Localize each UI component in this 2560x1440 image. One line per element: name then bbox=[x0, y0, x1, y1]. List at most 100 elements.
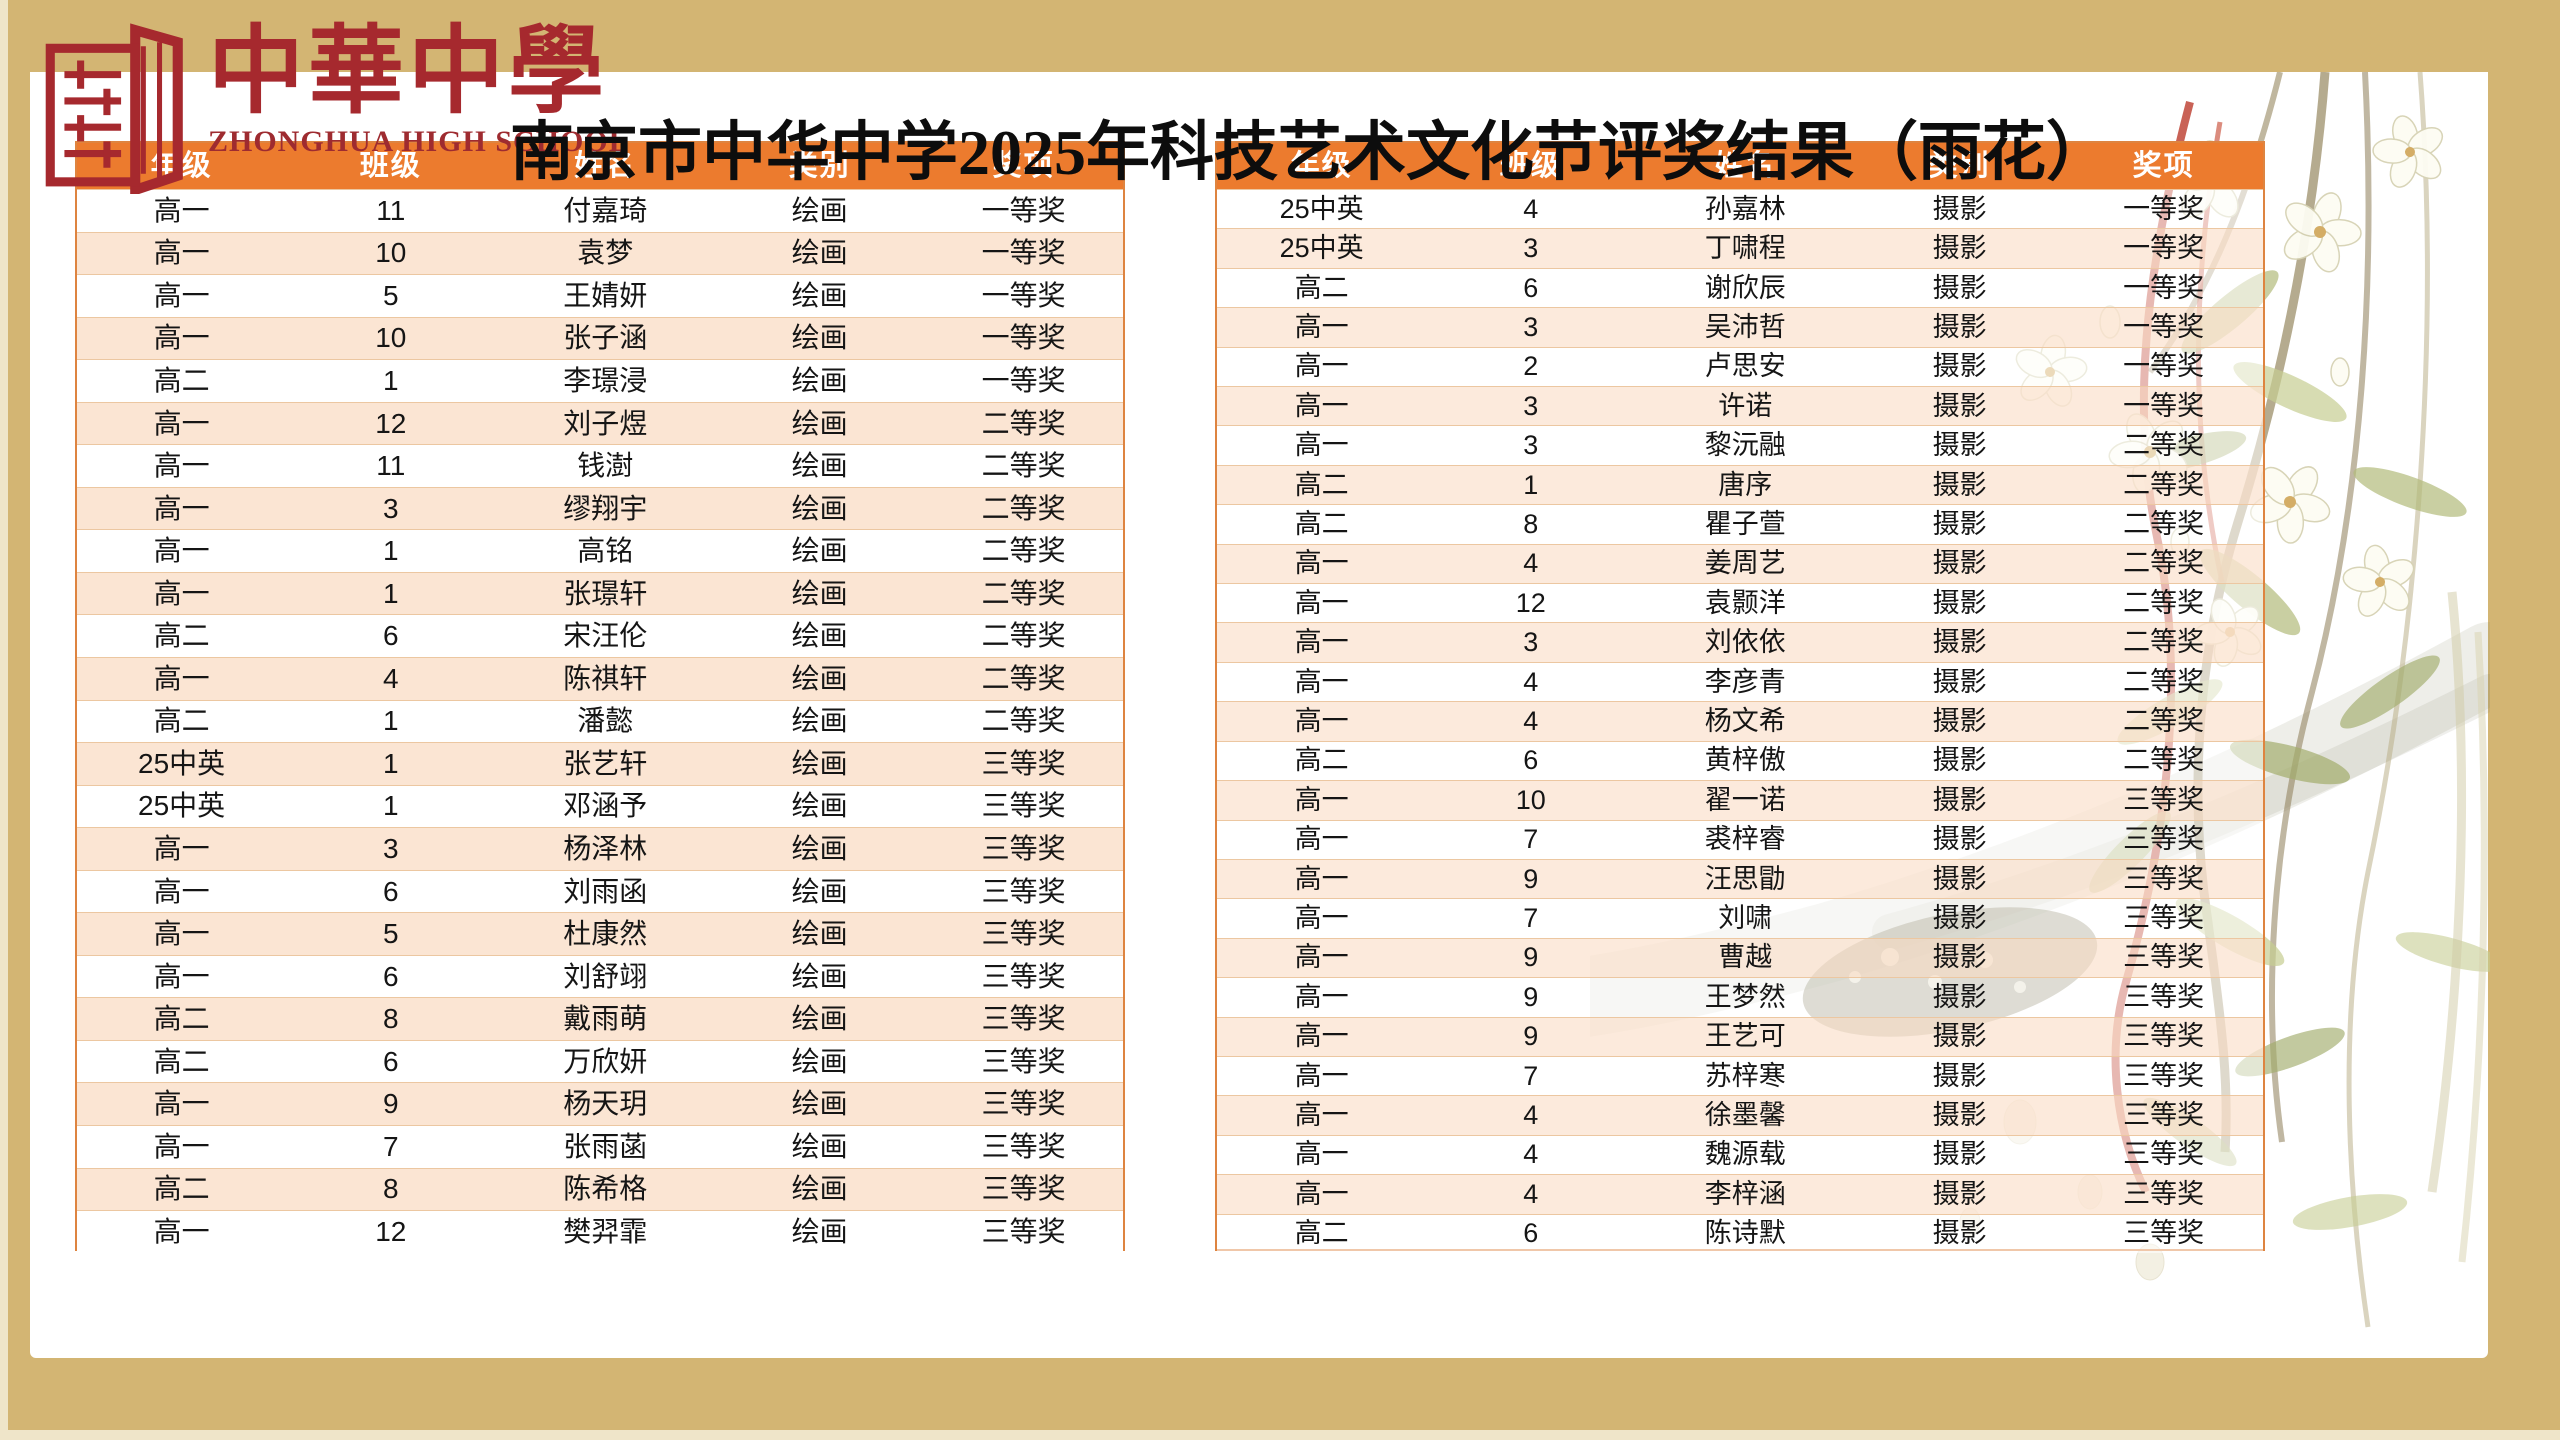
table-cell: 高一 bbox=[153, 1130, 210, 1162]
table-cell: 25中英 bbox=[138, 790, 226, 822]
table-cell: 绘画 bbox=[791, 832, 848, 864]
table-cell: 1 bbox=[382, 577, 399, 609]
table-cell: 三等奖 bbox=[2123, 1100, 2205, 1131]
table-cell: 摄影 bbox=[1932, 1178, 1987, 1209]
table-row: 高一 3 杨泽林 绘画 三等奖 bbox=[77, 827, 1123, 870]
table-cell: 高一 bbox=[153, 875, 210, 907]
table-cell: 三等奖 bbox=[981, 1215, 1066, 1247]
table-cell: 高一 bbox=[1294, 1139, 1349, 1170]
award-table-photography: 年级 班级 姓名 类别 奖项 25中英 4 孙嘉林 摄影 一等奖 25中英 3 丁啸程 摄影 一等奖 高二 6… bbox=[1215, 141, 2265, 1253]
table-cell: 4 bbox=[1523, 548, 1539, 579]
table-cell: 绘画 bbox=[791, 322, 848, 354]
table-cell: 三等奖 bbox=[981, 1130, 1066, 1162]
table-row: 高二 6 谢欣辰 摄影 一等奖 bbox=[1217, 267, 2263, 308]
table-cell: 3 bbox=[1523, 430, 1539, 461]
table-cell: 高二 bbox=[153, 1173, 210, 1205]
table-cell: 钱澍 bbox=[577, 450, 634, 482]
table-cell: 3 bbox=[382, 492, 399, 524]
table-cell: 一等奖 bbox=[981, 364, 1066, 396]
header-cell: 姓名 bbox=[1714, 149, 1777, 182]
table-cell: 8 bbox=[382, 1003, 399, 1035]
school-name-en: ZHONGHUA HIGH SCHOOL bbox=[208, 124, 630, 158]
table-cell: 一等奖 bbox=[981, 322, 1066, 354]
table-cell: 二等奖 bbox=[981, 620, 1066, 652]
table-cell: 樊羿霏 bbox=[563, 1215, 648, 1247]
table-row: 高一 2 卢思安 摄影 一等奖 bbox=[1217, 346, 2263, 387]
table-cell: 万欣妍 bbox=[563, 1045, 648, 1077]
school-name-zh: 中華中學 bbox=[208, 18, 608, 125]
table-cell: 高一 bbox=[1294, 351, 1349, 382]
table-cell: 刘啸 bbox=[1718, 903, 1773, 934]
table-cell: 三等奖 bbox=[2123, 784, 2205, 815]
table-cell: 一等奖 bbox=[981, 279, 1066, 311]
table-cell: 三等奖 bbox=[2123, 1021, 2205, 1052]
table-row: 高一 9 王艺可 摄影 三等奖 bbox=[1217, 1016, 2263, 1056]
table-row: 高一 4 李梓涵 摄影 三等奖 bbox=[1217, 1174, 2263, 1214]
table-row: 高一 3 许诺 摄影 一等奖 bbox=[1217, 386, 2263, 426]
table-row: 高一 9 汪思勖 摄影 三等奖 bbox=[1217, 858, 2263, 899]
table-cell: 绘画 bbox=[791, 535, 848, 567]
table-cell: 一等奖 bbox=[2123, 351, 2205, 382]
table-cell: 4 bbox=[1523, 1139, 1539, 1170]
table-cell: 吴沛哲 bbox=[1704, 311, 1786, 342]
table-cell: 丁啸程 bbox=[1704, 233, 1786, 264]
table-cell: 曹越 bbox=[1718, 942, 1773, 973]
table-cell: 3 bbox=[1523, 627, 1539, 658]
table-cell: 11 bbox=[376, 450, 406, 482]
table-cell: 9 bbox=[1523, 1021, 1539, 1052]
table-cell: 摄影 bbox=[1932, 1021, 1987, 1052]
table-cell: 12 bbox=[375, 407, 407, 439]
table-cell: 三等奖 bbox=[981, 960, 1066, 992]
table-cell: 绘画 bbox=[791, 1045, 848, 1077]
table-cell: 一等奖 bbox=[981, 194, 1066, 226]
table-cell: 8 bbox=[382, 1173, 399, 1205]
table-cell: 二等奖 bbox=[2123, 587, 2205, 618]
table-cell: 摄影 bbox=[1932, 272, 1987, 303]
table-row: 高一 9 曹越 摄影 三等奖 bbox=[1217, 937, 2263, 978]
table-cell: 高一 bbox=[153, 662, 210, 694]
table-cell: 宋汪伦 bbox=[563, 620, 648, 652]
table-cell: 高二 bbox=[1294, 272, 1349, 303]
table-row: 高二 8 瞿子萱 摄影 二等奖 bbox=[1217, 504, 2263, 544]
table-cell: 高一 bbox=[1294, 1021, 1349, 1052]
table-cell: 三等奖 bbox=[2123, 824, 2205, 855]
table-cell: 绘画 bbox=[791, 577, 848, 609]
table-cell: 高一 bbox=[1294, 1100, 1349, 1131]
header-cell: 班级 bbox=[1499, 149, 1562, 182]
table-cell: 摄影 bbox=[1932, 390, 1987, 421]
table-cell: 绘画 bbox=[791, 194, 848, 226]
table-cell: 绘画 bbox=[791, 790, 848, 822]
table-cell: 绘画 bbox=[791, 747, 848, 779]
table-cell: 二等奖 bbox=[2123, 666, 2205, 697]
table-cell: 三等奖 bbox=[2123, 1178, 2205, 1209]
table-row: 高一 9 王梦然 摄影 三等奖 bbox=[1217, 977, 2263, 1017]
table-cell: 三等奖 bbox=[2123, 863, 2205, 894]
table-cell: 4 bbox=[1523, 1100, 1539, 1131]
table-row: 高一 9 杨天玥 绘画 三等奖 bbox=[77, 1082, 1123, 1126]
table-cell: 二等奖 bbox=[2123, 469, 2205, 500]
table-cell: 10 bbox=[375, 322, 407, 354]
award-table-painting: 年级 班级 姓名 类别 奖项 高一 11 付嘉琦 绘画 一等奖 高一 10 袁梦 绘画 一等奖 高一 5 王婧妍… bbox=[75, 141, 1125, 1253]
table-row: 高一 10 翟一诺 摄影 三等奖 bbox=[1217, 780, 2263, 820]
table-cell: 高二 bbox=[1294, 1218, 1349, 1249]
table-cell: 付嘉琦 bbox=[563, 194, 648, 226]
table-cell: 刘依依 bbox=[1704, 627, 1786, 658]
table-cell: 缪翔宇 bbox=[563, 492, 648, 524]
table-row: 25中英 3 丁啸程 摄影 一等奖 bbox=[1217, 228, 2263, 268]
table-cell: 摄影 bbox=[1932, 666, 1987, 697]
table-row: 高二 1 唐序 摄影 二等奖 bbox=[1217, 464, 2263, 505]
table-cell: 25中英 bbox=[1279, 193, 1364, 224]
table-cell: 绘画 bbox=[791, 918, 848, 950]
table-cell: 绘画 bbox=[791, 279, 848, 311]
table-cell: 1 bbox=[1523, 469, 1539, 500]
slide-edge-left bbox=[0, 0, 8, 1440]
table-cell: 刘雨函 bbox=[563, 875, 648, 907]
table-row: 高一 12 刘子煜 绘画 二等奖 bbox=[77, 401, 1123, 445]
table-cell: 1 bbox=[382, 705, 399, 737]
table-cell: 高一 bbox=[1294, 548, 1349, 579]
table-cell: 二等奖 bbox=[981, 577, 1066, 609]
table-cell: 高一 bbox=[153, 194, 210, 226]
table-cell: 摄影 bbox=[1932, 587, 1987, 618]
table-cell: 高一 bbox=[153, 960, 210, 992]
table-cell: 摄影 bbox=[1932, 469, 1987, 500]
